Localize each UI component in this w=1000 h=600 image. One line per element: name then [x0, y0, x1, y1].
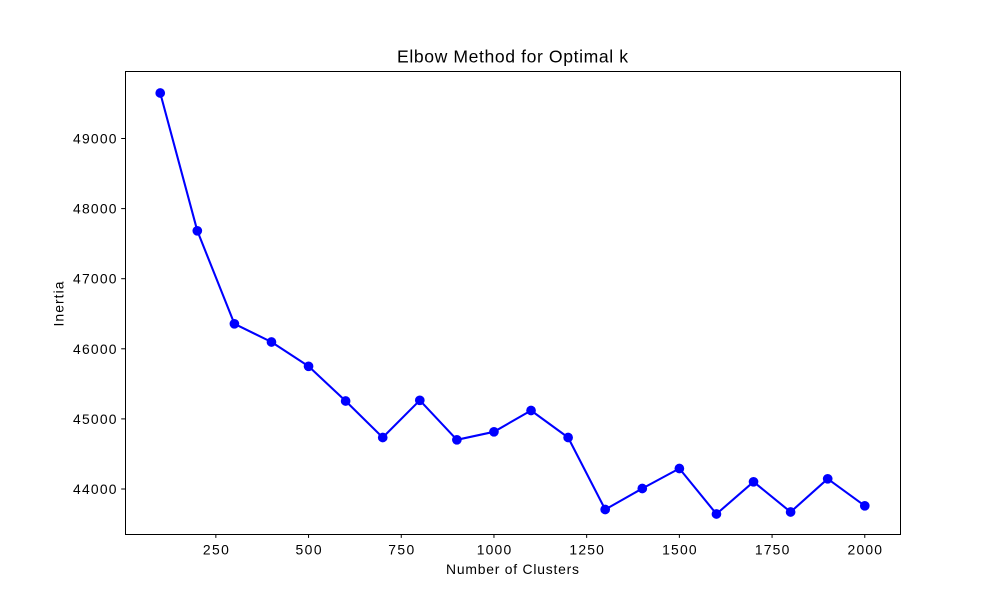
svg-text:500: 500: [296, 542, 322, 558]
svg-text:47000: 47000: [73, 271, 117, 287]
svg-text:Elbow Method for Optimal k: Elbow Method for Optimal k: [397, 47, 628, 67]
svg-text:1750: 1750: [755, 542, 790, 558]
svg-text:Number of Clusters: Number of Clusters: [446, 561, 579, 577]
svg-text:49000: 49000: [73, 131, 117, 147]
svg-text:44000: 44000: [73, 481, 117, 497]
svg-text:Inertia: Inertia: [51, 281, 67, 326]
svg-text:46000: 46000: [73, 341, 117, 357]
svg-text:1500: 1500: [662, 542, 697, 558]
svg-text:2000: 2000: [848, 542, 883, 558]
svg-text:750: 750: [388, 542, 414, 558]
svg-text:1250: 1250: [569, 542, 604, 558]
svg-text:250: 250: [203, 542, 229, 558]
svg-text:48000: 48000: [73, 201, 117, 217]
svg-text:1000: 1000: [477, 542, 512, 558]
svg-text:45000: 45000: [73, 411, 117, 427]
